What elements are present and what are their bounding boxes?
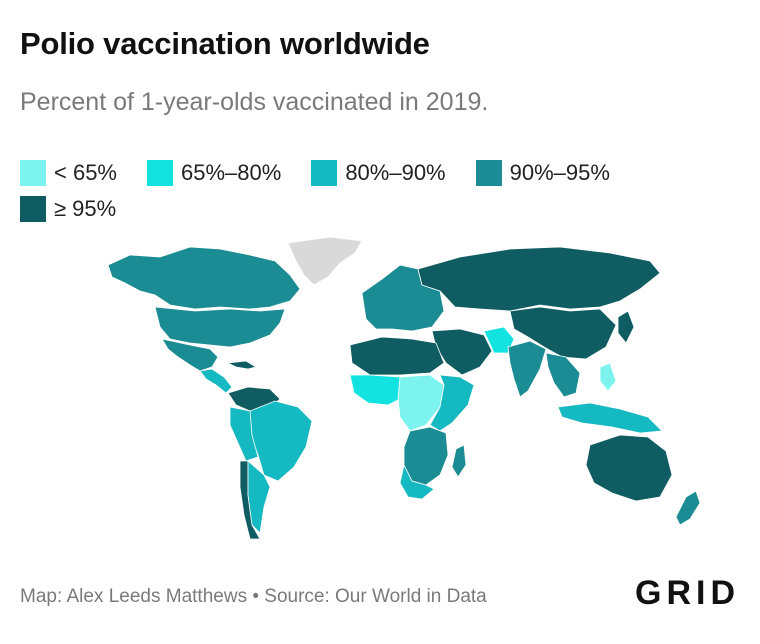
brand-logo: GRID bbox=[635, 574, 740, 612]
legend-swatch bbox=[20, 196, 46, 222]
legend-item-90-95: 90%–95% bbox=[475, 160, 610, 186]
page-subtitle: Percent of 1-year-olds vaccinated in 201… bbox=[20, 88, 489, 116]
region-china bbox=[509, 306, 617, 360]
region-japan-korea bbox=[617, 310, 635, 344]
legend-label: < 65% bbox=[54, 160, 117, 185]
region-caribbean bbox=[226, 360, 258, 370]
region-southeast-asia bbox=[545, 352, 581, 398]
legend-label: 80%–90% bbox=[345, 160, 446, 185]
region-indonesia bbox=[557, 402, 663, 434]
legend-label: 90%–95% bbox=[509, 160, 610, 185]
region-brazil bbox=[249, 400, 313, 482]
region-new-zealand bbox=[675, 490, 700, 526]
legend-item-80-90: 80%–90% bbox=[311, 160, 446, 186]
region-east-africa bbox=[429, 374, 475, 432]
region-north-africa bbox=[349, 336, 445, 376]
legend-row-1: < 65% 65%–80% 80%–90% 90%–95% bbox=[20, 156, 720, 190]
legend-item-under-65: < 65% bbox=[20, 160, 117, 186]
world-map bbox=[107, 236, 700, 540]
region-central-america bbox=[199, 368, 233, 394]
legend-label: ≥ 95% bbox=[54, 196, 117, 221]
region-middle-east bbox=[431, 328, 493, 376]
region-greenland bbox=[287, 236, 363, 286]
region-canada bbox=[107, 246, 301, 310]
page-title: Polio vaccination worldwide bbox=[20, 26, 430, 61]
legend-label: 65%–80% bbox=[181, 160, 282, 185]
legend-item-65-80: 65%–80% bbox=[147, 160, 281, 186]
region-argentina bbox=[247, 460, 271, 534]
source-credit: Map: Alex Leeds Matthews • Source: Our W… bbox=[20, 586, 487, 607]
region-philippines bbox=[599, 362, 617, 392]
legend-swatch bbox=[20, 160, 46, 186]
legend-swatch bbox=[311, 160, 338, 186]
region-central-africa bbox=[397, 374, 445, 432]
region-mexico bbox=[161, 338, 219, 372]
region-india bbox=[507, 340, 547, 398]
legend: < 65% 65%–80% 80%–90% 90%–95% ≥ 95% bbox=[20, 156, 720, 228]
region-southern-africa bbox=[403, 426, 449, 486]
region-australia bbox=[585, 434, 673, 502]
region-madagascar bbox=[451, 444, 467, 478]
region-west-africa bbox=[349, 374, 405, 406]
region-russia bbox=[417, 246, 661, 312]
legend-item-95-plus: ≥ 95% bbox=[20, 196, 116, 222]
legend-swatch bbox=[475, 160, 502, 186]
region-south-africa bbox=[399, 463, 435, 500]
region-europe bbox=[361, 264, 445, 332]
region-andes bbox=[229, 406, 259, 462]
legend-swatch bbox=[147, 160, 173, 186]
legend-row-2: ≥ 95% bbox=[20, 192, 720, 226]
region-usa bbox=[154, 306, 286, 348]
